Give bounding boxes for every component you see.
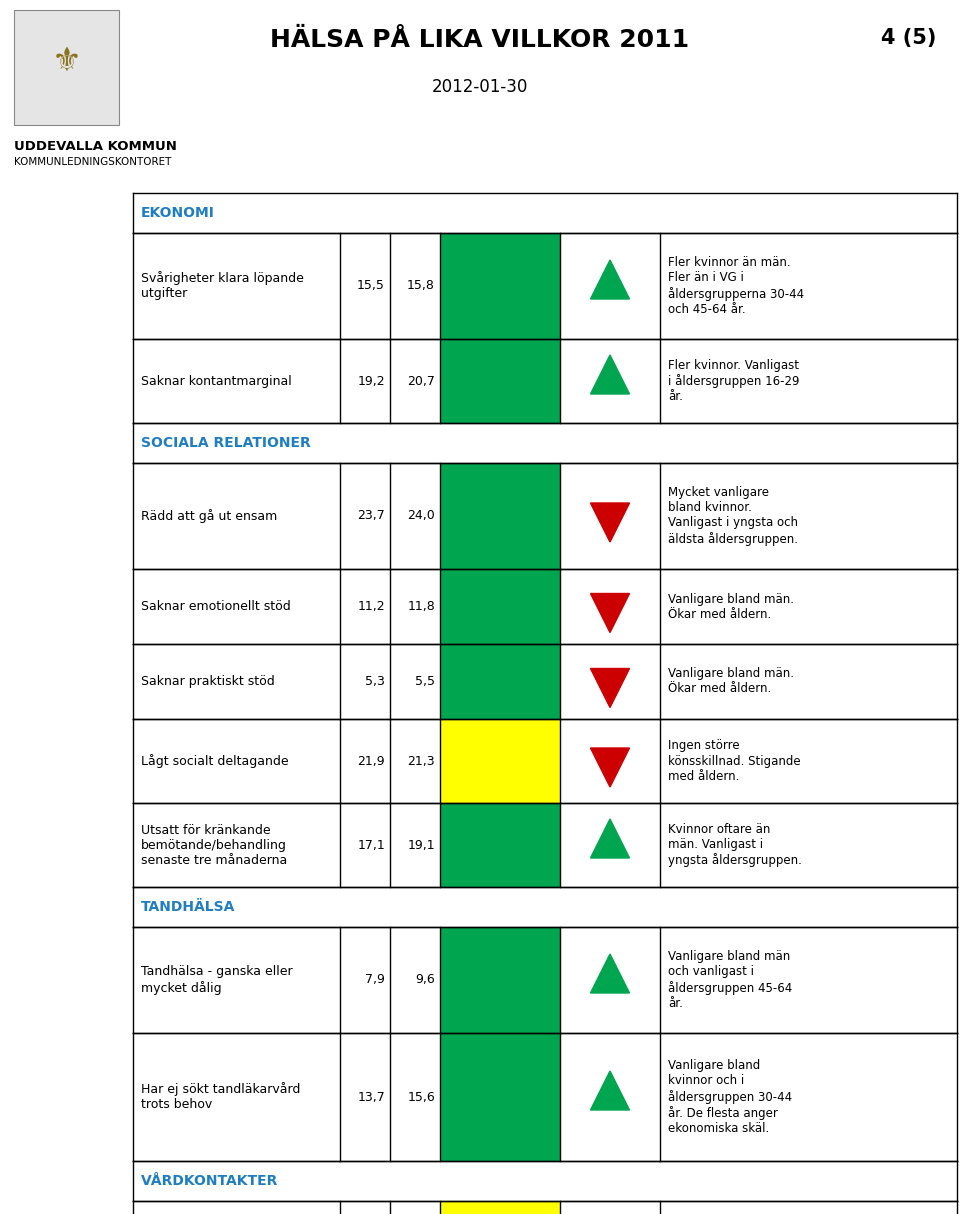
Text: Saknar kontantmarginal: Saknar kontantmarginal (141, 374, 292, 387)
Text: UDDEVALLA KOMMUN: UDDEVALLA KOMMUN (14, 140, 177, 153)
Bar (440, 1033, 560, 1161)
Text: 5,3: 5,3 (365, 675, 385, 688)
Text: Fler kvinnor. Vanligast
i åldersgruppen 16-29
år.: Fler kvinnor. Vanligast i åldersgruppen … (668, 359, 800, 403)
FancyBboxPatch shape (14, 10, 119, 125)
Text: 7,9: 7,9 (365, 974, 385, 987)
Text: Vanligare bland
kvinnor och i
åldersgruppen 30-44
år. De flesta anger
ekonomiska: Vanligare bland kvinnor och i åldersgrup… (668, 1060, 792, 1135)
Polygon shape (590, 503, 630, 541)
Text: ⚜: ⚜ (52, 45, 82, 78)
Text: Saknar emotionellt stöd: Saknar emotionellt stöd (141, 600, 291, 613)
Bar (440, 569, 560, 643)
Text: 23,7: 23,7 (357, 510, 385, 522)
Text: 20,7: 20,7 (407, 374, 435, 387)
Text: 17,1: 17,1 (357, 839, 385, 851)
Text: Rädd att gå ut ensam: Rädd att gå ut ensam (141, 509, 277, 523)
Polygon shape (590, 819, 630, 858)
Text: KOMMUNLEDNINGSKONTORET: KOMMUNLEDNINGSKONTORET (14, 157, 172, 168)
Text: 21,3: 21,3 (407, 754, 435, 767)
Text: EKONOMI: EKONOMI (141, 206, 215, 220)
Text: 15,8: 15,8 (407, 279, 435, 293)
Polygon shape (590, 594, 630, 632)
Polygon shape (590, 1071, 630, 1110)
Text: Fler kvinnor än män.
Fler än i VG i
åldersgrupperna 30-44
och 45-64 år.: Fler kvinnor än män. Fler än i VG i ålde… (668, 256, 804, 316)
Text: 2012-01-30: 2012-01-30 (432, 78, 528, 96)
Polygon shape (590, 748, 630, 787)
Text: Utsatt för kränkande
bemötande/behandling
senaste tre månaderna: Utsatt för kränkande bemötande/behandlin… (141, 823, 287, 867)
Text: Mycket vanligare
bland kvinnor.
Vanligast i yngsta och
äldsta åldersgruppen.: Mycket vanligare bland kvinnor. Vanligas… (668, 487, 798, 545)
Text: 19,1: 19,1 (407, 839, 435, 851)
Text: Lågt socialt deltagande: Lågt socialt deltagande (141, 754, 289, 768)
Text: 11,2: 11,2 (357, 600, 385, 613)
Text: 4 (5): 4 (5) (880, 28, 936, 49)
Text: Vanligare bland män.
Ökar med åldern.: Vanligare bland män. Ökar med åldern. (668, 668, 794, 696)
Text: Ingen större
könsskillnad. Stigande
med åldern.: Ingen större könsskillnad. Stigande med … (668, 739, 801, 783)
Text: VÅRDKONTAKTER: VÅRDKONTAKTER (141, 1174, 278, 1189)
Bar (440, 463, 560, 569)
Polygon shape (590, 354, 630, 395)
Text: 21,9: 21,9 (357, 754, 385, 767)
Bar (440, 233, 560, 339)
Text: 15,6: 15,6 (407, 1090, 435, 1104)
Polygon shape (590, 954, 630, 993)
Text: 24,0: 24,0 (407, 510, 435, 522)
Text: SOCIALA RELATIONER: SOCIALA RELATIONER (141, 436, 311, 450)
Polygon shape (590, 669, 630, 708)
Text: 15,5: 15,5 (357, 279, 385, 293)
Text: Saknar praktiskt stöd: Saknar praktiskt stöd (141, 675, 275, 688)
Text: Kvinnor oftare än
män. Vanligast i
yngsta åldersgruppen.: Kvinnor oftare än män. Vanligast i yngst… (668, 823, 802, 867)
Text: Svårigheter klara löpande
utgifter: Svårigheter klara löpande utgifter (141, 272, 304, 301)
Text: TANDHÄLSA: TANDHÄLSA (141, 900, 235, 914)
Text: Tandhälsa - ganska eller
mycket dålig: Tandhälsa - ganska eller mycket dålig (141, 965, 293, 994)
Text: 5,5: 5,5 (415, 675, 435, 688)
Bar (440, 1201, 560, 1214)
Text: Vanligare bland män.
Ökar med åldern.: Vanligare bland män. Ökar med åldern. (668, 592, 794, 620)
Bar (440, 719, 560, 802)
Text: 13,7: 13,7 (357, 1090, 385, 1104)
Polygon shape (590, 260, 630, 299)
Text: Vanligare bland män
och vanligast i
åldersgruppen 45-64
år.: Vanligare bland män och vanligast i ålde… (668, 951, 792, 1010)
Bar (440, 339, 560, 422)
Text: 11,8: 11,8 (407, 600, 435, 613)
Text: HÄLSA PÅ LIKA VILLKOR 2011: HÄLSA PÅ LIKA VILLKOR 2011 (271, 28, 689, 52)
Text: 9,6: 9,6 (416, 974, 435, 987)
Bar (440, 802, 560, 887)
Bar (440, 643, 560, 719)
Bar (440, 927, 560, 1033)
Text: 19,2: 19,2 (357, 374, 385, 387)
Text: Har ej sökt tandläkarvård
trots behov: Har ej sökt tandläkarvård trots behov (141, 1083, 300, 1112)
